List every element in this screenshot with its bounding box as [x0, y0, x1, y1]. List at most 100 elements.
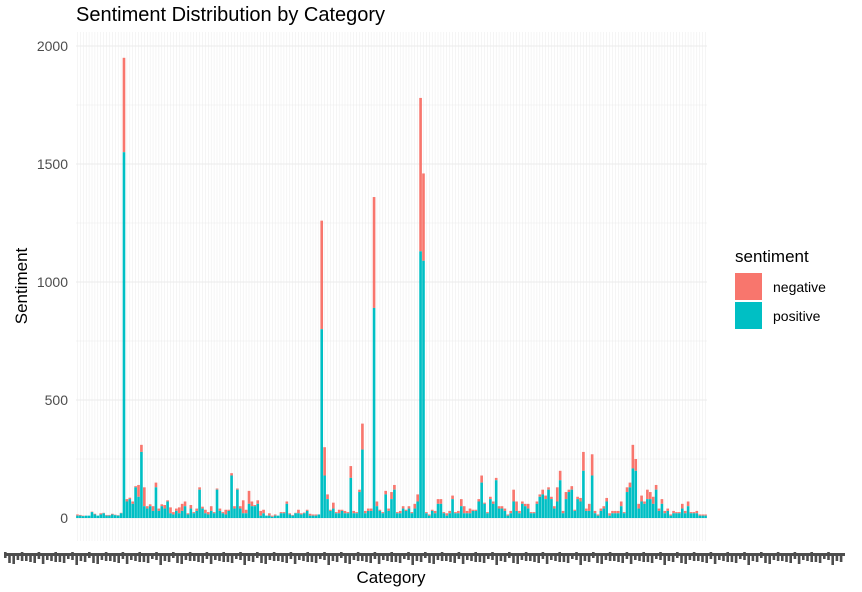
bar-negative: [422, 173, 425, 261]
x-tick-label: [226, 555, 230, 562]
bar-positive: [465, 513, 469, 518]
bar-negative: [227, 509, 230, 511]
bar-positive: [555, 501, 559, 518]
bar-negative: [474, 509, 478, 511]
bar-negative: [410, 512, 414, 514]
bar-negative: [683, 510, 687, 514]
bar-positive: [480, 482, 483, 518]
x-tick-label: [25, 555, 28, 561]
bar-positive: [497, 508, 501, 518]
bar-negative: [643, 501, 646, 504]
bar-positive: [683, 513, 687, 518]
bar-negative: [352, 510, 356, 514]
bar-positive: [602, 508, 606, 518]
bar-negative: [628, 482, 632, 488]
x-tick-label: [159, 555, 162, 565]
bar-negative: [451, 495, 454, 500]
bar-negative: [279, 512, 283, 514]
bar-positive: [451, 499, 454, 518]
x-tick-label: [348, 554, 351, 564]
x-tick-label: [146, 554, 150, 563]
bar-positive: [672, 513, 675, 518]
bar-negative: [413, 503, 417, 509]
bar-positive: [523, 506, 527, 518]
bar-negative: [547, 487, 550, 490]
bar-negative: [425, 512, 428, 514]
bar-positive: [279, 513, 283, 518]
x-tick-label: [478, 555, 482, 562]
x-tick-label: [92, 555, 95, 563]
bar-negative: [576, 496, 579, 500]
bar-negative: [218, 508, 222, 511]
x-tick-label: [344, 555, 347, 563]
x-tick-label: [113, 554, 116, 562]
x-tick-label: [621, 553, 624, 563]
x-tick-label: [613, 555, 616, 561]
bar-positive: [262, 513, 265, 518]
x-tick-label: [713, 555, 717, 564]
x-tick-label: [667, 554, 671, 561]
x-tick-label: [751, 554, 755, 561]
x-tick-label: [50, 553, 53, 561]
bar-negative: [529, 512, 533, 514]
bar-positive: [608, 515, 611, 518]
bar-negative: [407, 506, 411, 509]
bar-positive: [457, 513, 460, 518]
x-tick-label: [104, 552, 108, 561]
bar-positive: [273, 515, 277, 518]
bar-negative: [500, 506, 504, 509]
bar-negative: [206, 512, 210, 515]
bar-negative: [666, 508, 670, 511]
bar-negative: [154, 482, 158, 488]
bar-negative: [564, 492, 568, 500]
x-tick-label: [608, 552, 612, 561]
x-tick-label: [201, 553, 204, 563]
bar-negative: [189, 505, 193, 509]
x-tick-label: [272, 552, 276, 561]
x-tick-label: [789, 553, 792, 563]
bar-negative: [230, 473, 233, 476]
x-tick-label: [214, 554, 217, 560]
x-axis-title: Category: [357, 568, 426, 587]
bar-positive: [404, 510, 408, 518]
bar-positive: [430, 510, 434, 518]
bar-negative: [605, 497, 608, 502]
x-tick-label: [268, 553, 272, 560]
bar-negative: [163, 505, 166, 509]
bar-negative: [241, 500, 245, 514]
x-tick-label: [218, 553, 221, 561]
bar-negative: [701, 514, 704, 516]
x-tick-label: [8, 555, 11, 563]
bar-negative: [215, 488, 219, 490]
bar-positive: [657, 510, 661, 518]
x-tick-label: [58, 555, 62, 562]
bar-positive: [250, 506, 254, 518]
x-tick-label: [134, 553, 137, 561]
bar-negative: [396, 512, 399, 514]
x-tick-label: [12, 554, 15, 564]
x-tick-label: [193, 555, 196, 561]
bar-positive: [593, 513, 597, 518]
bar-positive: [442, 513, 446, 518]
x-tick-label: [285, 553, 288, 563]
x-tick-label: [776, 552, 780, 561]
bar-negative: [489, 496, 492, 500]
bar-negative: [704, 514, 707, 516]
bar-positive: [663, 513, 667, 518]
bar-positive: [486, 513, 489, 518]
bar-negative: [646, 489, 649, 500]
x-tick-label: [596, 555, 599, 563]
x-tick-label: [730, 555, 734, 562]
bar-positive: [564, 499, 568, 518]
x-tick-label: [411, 555, 414, 565]
bar-positive: [701, 515, 704, 518]
bar-positive: [302, 513, 306, 518]
x-tick-label: [293, 555, 297, 564]
bar-negative: [221, 512, 225, 514]
bar-negative: [250, 501, 254, 507]
bar-negative: [678, 512, 681, 514]
x-tick-label: [697, 555, 700, 561]
bar-negative: [419, 97, 422, 252]
x-tick-label: [142, 555, 146, 562]
